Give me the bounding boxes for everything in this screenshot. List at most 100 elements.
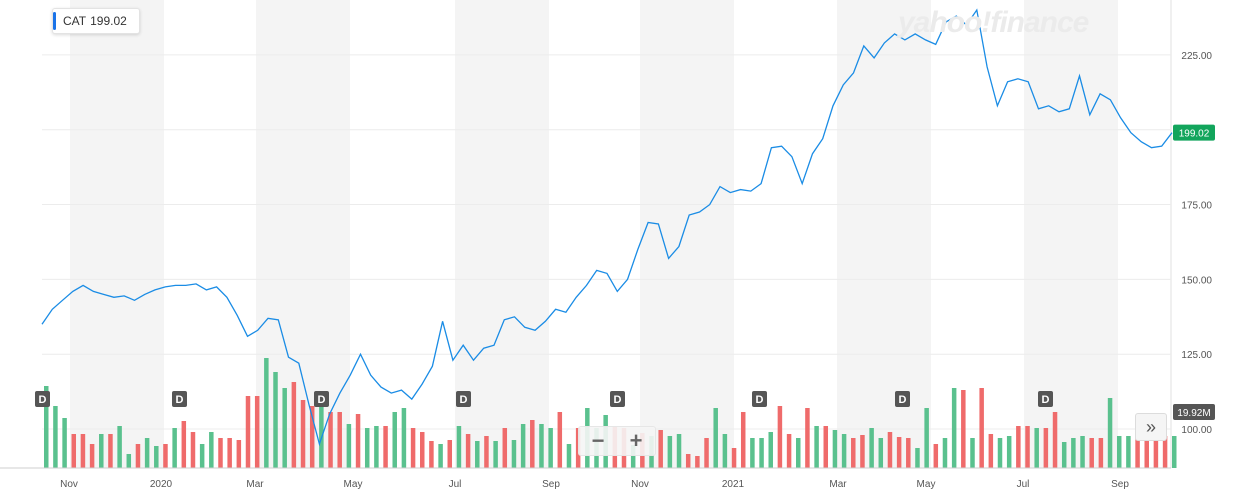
volume-bar bbox=[988, 434, 994, 468]
volume-bar bbox=[190, 432, 196, 468]
volume-badge-label: 19.92M bbox=[1177, 408, 1210, 419]
volume-bar bbox=[227, 438, 232, 468]
volume-bar bbox=[484, 436, 489, 468]
volume-bar bbox=[832, 430, 838, 468]
x-tick-label: 2020 bbox=[150, 479, 173, 490]
dividend-marker[interactable]: D bbox=[1038, 391, 1053, 407]
x-tick-label: Jul bbox=[1017, 479, 1030, 490]
dividend-marker[interactable]: D bbox=[895, 391, 910, 407]
volume-bar bbox=[364, 428, 370, 468]
x-tick-label: Mar bbox=[829, 479, 847, 490]
volume-bar bbox=[777, 406, 783, 468]
volume-bar bbox=[713, 408, 718, 468]
grid-lines bbox=[42, 0, 1172, 468]
dividend-marker-box bbox=[610, 391, 625, 407]
volume-bar bbox=[695, 456, 700, 468]
volume-bar bbox=[1144, 430, 1149, 468]
volume-bar bbox=[438, 444, 443, 468]
y-tick-label: 125.00 bbox=[1181, 350, 1212, 361]
dividend-marker[interactable]: D bbox=[752, 391, 767, 407]
month-band bbox=[455, 0, 549, 468]
volume-bar bbox=[181, 421, 187, 468]
volume-bar bbox=[1071, 438, 1076, 468]
month-band bbox=[640, 0, 734, 468]
volume-bar bbox=[942, 438, 948, 468]
scroll-forward-button[interactable]: » bbox=[1135, 413, 1167, 441]
volume-bar bbox=[1006, 436, 1012, 468]
volume-bar bbox=[1116, 436, 1122, 468]
volume-bar bbox=[1052, 412, 1058, 468]
dividend-marker-box bbox=[456, 391, 471, 407]
volume-bar bbox=[1098, 438, 1104, 468]
volume-bar bbox=[135, 444, 141, 468]
volume-bar bbox=[814, 426, 819, 468]
volume-bar bbox=[126, 454, 132, 468]
volume-bar bbox=[1135, 436, 1140, 468]
x-tick-label: Sep bbox=[1111, 479, 1129, 490]
volume-bar bbox=[860, 435, 865, 468]
volume-bar bbox=[548, 428, 553, 468]
volume-bar bbox=[566, 444, 572, 468]
month-band bbox=[70, 0, 164, 468]
volume-bar bbox=[823, 426, 829, 468]
x-tick-label: Nov bbox=[60, 479, 78, 490]
volume-bar bbox=[475, 441, 480, 468]
volume-bar bbox=[502, 428, 508, 468]
volume-bar bbox=[236, 440, 242, 468]
volume-bar bbox=[209, 432, 214, 468]
volume-bar bbox=[557, 412, 563, 468]
volume-bar bbox=[768, 432, 773, 468]
volume-badge bbox=[1173, 404, 1215, 420]
y-tick-label: 150.00 bbox=[1181, 275, 1212, 286]
dividend-marker[interactable]: D bbox=[172, 391, 187, 407]
volume-bar bbox=[970, 438, 975, 468]
dividend-marker-label: D bbox=[899, 394, 907, 406]
dividend-marker-box bbox=[172, 391, 187, 407]
volume-bar bbox=[420, 432, 425, 468]
dividend-marker[interactable]: D bbox=[35, 391, 50, 407]
volume-bar bbox=[337, 412, 342, 468]
volume-bar bbox=[796, 438, 801, 468]
volume-bar bbox=[447, 440, 453, 468]
volume-bar bbox=[309, 406, 315, 468]
dividend-marker[interactable]: D bbox=[314, 391, 329, 407]
volume-bar bbox=[218, 438, 223, 468]
volume-bar bbox=[740, 412, 746, 468]
volume-bar bbox=[429, 441, 434, 468]
month-bands bbox=[70, 0, 1118, 468]
volume-bar bbox=[264, 358, 269, 468]
zoom-out-button[interactable]: − bbox=[591, 428, 605, 453]
volume-bar bbox=[291, 382, 297, 468]
ticker-legend[interactable]: CAT 199.02 bbox=[52, 8, 140, 34]
volume-bar bbox=[172, 428, 177, 468]
volume-bar bbox=[658, 430, 663, 468]
volume-bar bbox=[667, 436, 673, 468]
zoom-in-button[interactable]: + bbox=[629, 428, 643, 453]
dividend-marker-label: D bbox=[460, 394, 468, 406]
volume-bar bbox=[1107, 398, 1113, 468]
volume-bar bbox=[906, 438, 911, 468]
dividend-marker-box bbox=[35, 391, 50, 407]
volume-bar bbox=[163, 444, 168, 468]
volume-bar bbox=[979, 388, 984, 468]
volume-bar bbox=[676, 434, 682, 468]
dividend-marker-box bbox=[314, 391, 329, 407]
volume-bar bbox=[1025, 426, 1030, 468]
volume-bar bbox=[282, 388, 287, 468]
volume-bar bbox=[53, 406, 58, 468]
volume-bar bbox=[62, 418, 67, 468]
volume-bar bbox=[511, 440, 517, 468]
volume-bar bbox=[80, 434, 86, 468]
volume-bar bbox=[520, 424, 526, 468]
volume-bar bbox=[465, 434, 471, 468]
x-tick-label: Nov bbox=[631, 479, 649, 490]
dividend-marker[interactable]: D bbox=[456, 391, 471, 407]
volume-bar bbox=[1162, 436, 1168, 468]
dividend-marker[interactable]: D bbox=[610, 391, 625, 407]
volume-bar bbox=[355, 414, 361, 468]
x-tick-label: Sep bbox=[542, 479, 560, 490]
dividend-marker-label: D bbox=[176, 394, 184, 406]
x-tick-label: May bbox=[344, 479, 363, 490]
